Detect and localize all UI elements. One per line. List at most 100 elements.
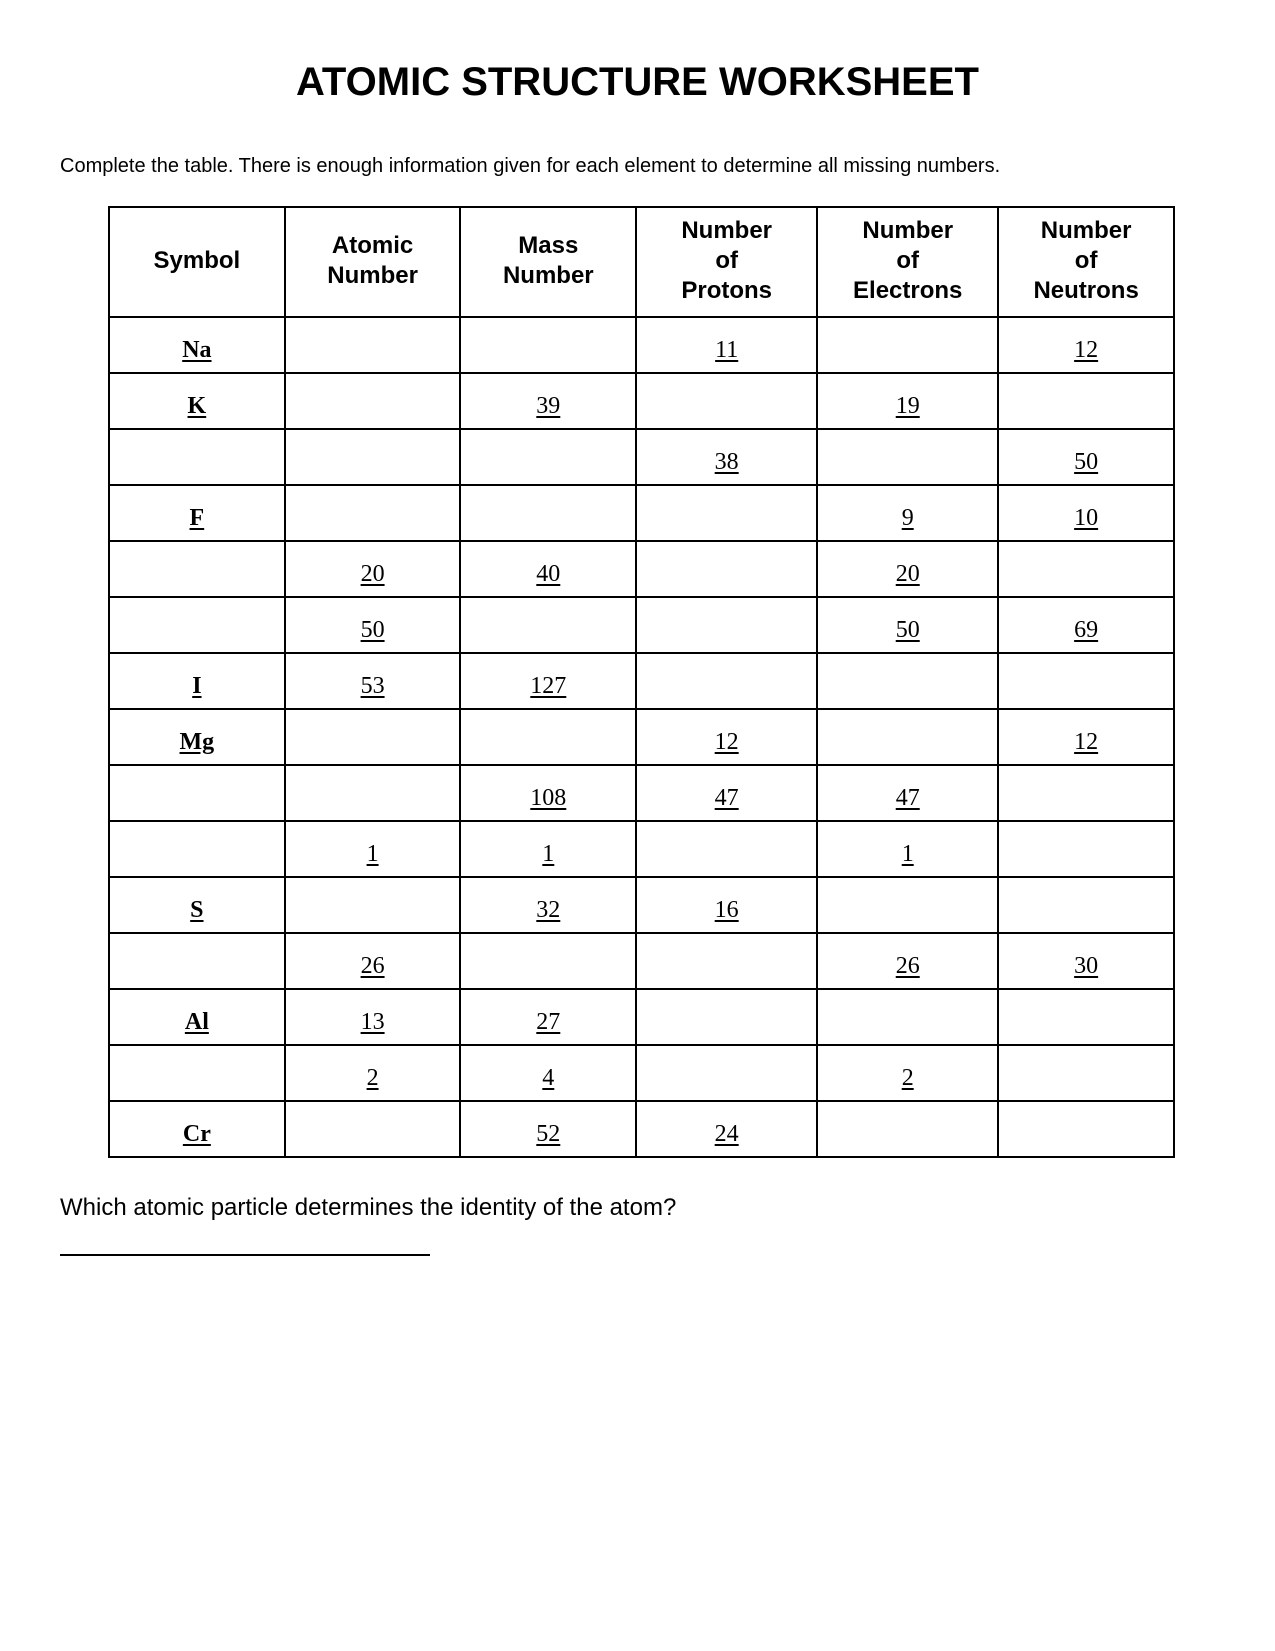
cell-protons[interactable] — [636, 989, 817, 1045]
cell-protons[interactable] — [636, 933, 817, 989]
cell-mass[interactable] — [460, 429, 636, 485]
cell-mass[interactable]: 4 — [460, 1045, 636, 1101]
cell-symbol[interactable] — [109, 821, 285, 877]
cell-neutrons[interactable] — [998, 821, 1174, 877]
cell-atomic[interactable]: 20 — [285, 541, 461, 597]
cell-symbol[interactable] — [109, 597, 285, 653]
cell-atomic[interactable]: 2 — [285, 1045, 461, 1101]
cell-mass[interactable]: 127 — [460, 653, 636, 709]
cell-neutrons[interactable] — [998, 877, 1174, 933]
cell-neutrons[interactable] — [998, 541, 1174, 597]
cell-symbol[interactable] — [109, 541, 285, 597]
cell-mass[interactable]: 40 — [460, 541, 636, 597]
cell-symbol[interactable] — [109, 933, 285, 989]
cell-mass[interactable] — [460, 709, 636, 765]
cell-atomic[interactable]: 1 — [285, 821, 461, 877]
cell-neutrons[interactable]: 12 — [998, 317, 1174, 373]
cell-electrons[interactable] — [817, 429, 998, 485]
cell-electrons[interactable] — [817, 709, 998, 765]
cell-symbol[interactable]: Mg — [109, 709, 285, 765]
cell-electrons[interactable]: 50 — [817, 597, 998, 653]
th-atomic-label: AtomicNumber — [327, 232, 418, 289]
cell-electrons[interactable]: 26 — [817, 933, 998, 989]
cell-electrons[interactable] — [817, 877, 998, 933]
table-row: Al 1327 — [109, 989, 1174, 1045]
cell-neutrons[interactable]: 50 — [998, 429, 1174, 485]
cell-electrons[interactable]: 9 — [817, 485, 998, 541]
cell-neutrons[interactable]: 69 — [998, 597, 1174, 653]
cell-symbol[interactable] — [109, 765, 285, 821]
cell-neutrons[interactable]: 10 — [998, 485, 1174, 541]
cell-atomic[interactable]: 13 — [285, 989, 461, 1045]
cell-atomic[interactable] — [285, 373, 461, 429]
cell-value: 24 — [715, 1121, 739, 1147]
cell-symbol[interactable]: F — [109, 485, 285, 541]
cell-protons[interactable]: 38 — [636, 429, 817, 485]
cell-electrons[interactable] — [817, 1101, 998, 1157]
cell-protons[interactable]: 16 — [636, 877, 817, 933]
cell-electrons[interactable]: 2 — [817, 1045, 998, 1101]
cell-mass[interactable] — [460, 597, 636, 653]
cell-neutrons[interactable] — [998, 989, 1174, 1045]
cell-mass[interactable] — [460, 933, 636, 989]
cell-symbol[interactable] — [109, 1045, 285, 1101]
cell-value: 12 — [1074, 729, 1098, 755]
cell-symbol[interactable]: K — [109, 373, 285, 429]
cell-value: 53 — [361, 673, 385, 699]
cell-neutrons[interactable]: 12 — [998, 709, 1174, 765]
cell-protons[interactable]: 11 — [636, 317, 817, 373]
cell-value: 40 — [536, 561, 560, 587]
cell-electrons[interactable] — [817, 989, 998, 1045]
cell-mass[interactable] — [460, 317, 636, 373]
cell-symbol[interactable]: Cr — [109, 1101, 285, 1157]
cell-value: Al — [185, 1009, 209, 1035]
cell-protons[interactable] — [636, 541, 817, 597]
cell-electrons[interactable] — [817, 653, 998, 709]
cell-atomic[interactable] — [285, 765, 461, 821]
cell-atomic[interactable] — [285, 877, 461, 933]
cell-protons[interactable]: 24 — [636, 1101, 817, 1157]
cell-atomic[interactable] — [285, 429, 461, 485]
cell-mass[interactable] — [460, 485, 636, 541]
cell-protons[interactable] — [636, 821, 817, 877]
answer-blank-line[interactable] — [60, 1234, 430, 1256]
cell-symbol[interactable]: S — [109, 877, 285, 933]
cell-protons[interactable] — [636, 1045, 817, 1101]
cell-protons[interactable] — [636, 373, 817, 429]
cell-neutrons[interactable] — [998, 765, 1174, 821]
cell-neutrons[interactable] — [998, 373, 1174, 429]
worksheet-title: ATOMIC STRUCTURE WORKSHEET — [60, 60, 1215, 105]
cell-atomic[interactable] — [285, 485, 461, 541]
cell-atomic[interactable] — [285, 709, 461, 765]
cell-atomic[interactable] — [285, 1101, 461, 1157]
cell-neutrons[interactable] — [998, 653, 1174, 709]
cell-electrons[interactable]: 47 — [817, 765, 998, 821]
cell-protons[interactable]: 12 — [636, 709, 817, 765]
cell-atomic[interactable]: 26 — [285, 933, 461, 989]
cell-atomic[interactable]: 53 — [285, 653, 461, 709]
cell-mass[interactable]: 39 — [460, 373, 636, 429]
cell-electrons[interactable]: 20 — [817, 541, 998, 597]
cell-electrons[interactable] — [817, 317, 998, 373]
cell-atomic[interactable] — [285, 317, 461, 373]
cell-symbol[interactable]: Na — [109, 317, 285, 373]
cell-mass[interactable]: 27 — [460, 989, 636, 1045]
cell-protons[interactable] — [636, 485, 817, 541]
cell-protons[interactable] — [636, 597, 817, 653]
cell-value: 1 — [542, 841, 554, 867]
cell-neutrons[interactable]: 30 — [998, 933, 1174, 989]
cell-mass[interactable]: 32 — [460, 877, 636, 933]
cell-mass[interactable]: 1 — [460, 821, 636, 877]
cell-atomic[interactable]: 50 — [285, 597, 461, 653]
cell-symbol[interactable]: Al — [109, 989, 285, 1045]
cell-mass[interactable]: 52 — [460, 1101, 636, 1157]
cell-mass[interactable]: 108 — [460, 765, 636, 821]
cell-protons[interactable]: 47 — [636, 765, 817, 821]
cell-neutrons[interactable] — [998, 1045, 1174, 1101]
cell-symbol[interactable]: I — [109, 653, 285, 709]
cell-electrons[interactable]: 1 — [817, 821, 998, 877]
cell-symbol[interactable] — [109, 429, 285, 485]
cell-neutrons[interactable] — [998, 1101, 1174, 1157]
cell-protons[interactable] — [636, 653, 817, 709]
cell-electrons[interactable]: 19 — [817, 373, 998, 429]
